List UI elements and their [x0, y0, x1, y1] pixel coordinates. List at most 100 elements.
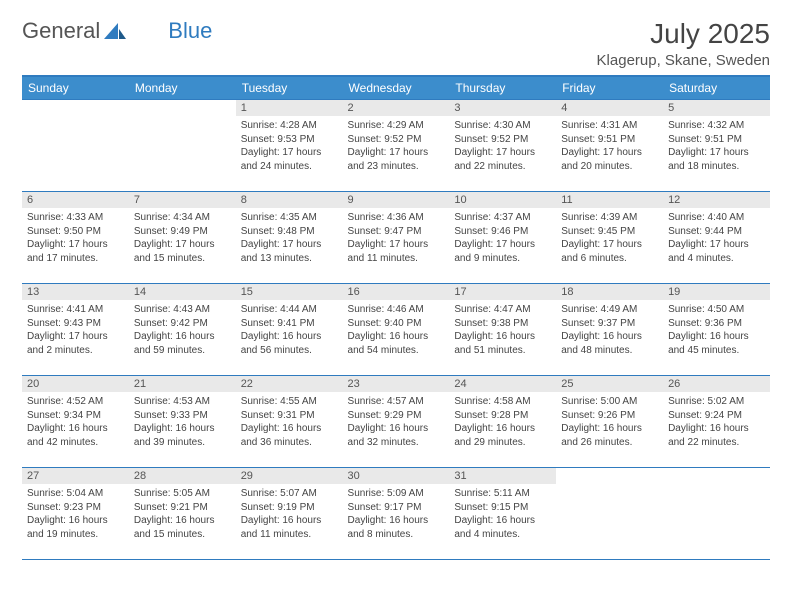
day-details: Sunrise: 4:29 AMSunset: 9:52 PMDaylight:… — [343, 116, 450, 177]
day-number: 16 — [343, 284, 450, 300]
location: Klagerup, Skane, Sweden — [597, 52, 770, 69]
weekday-header: Friday — [556, 76, 663, 100]
day-number: 10 — [449, 192, 556, 208]
day-number: 20 — [22, 376, 129, 392]
day-number: 6 — [22, 192, 129, 208]
header: General Blue July 2025 Klagerup, Skane, … — [22, 18, 770, 69]
day-number: 18 — [556, 284, 663, 300]
calendar-day-cell — [556, 468, 663, 560]
weekday-header: Monday — [129, 76, 236, 100]
calendar-day-cell: 24Sunrise: 4:58 AMSunset: 9:28 PMDayligh… — [449, 376, 556, 468]
day-number: 26 — [663, 376, 770, 392]
day-number: 3 — [449, 100, 556, 116]
calendar-day-cell: 10Sunrise: 4:37 AMSunset: 9:46 PMDayligh… — [449, 192, 556, 284]
calendar-day-cell: 14Sunrise: 4:43 AMSunset: 9:42 PMDayligh… — [129, 284, 236, 376]
logo-text-1: General — [22, 18, 100, 44]
day-number: 5 — [663, 100, 770, 116]
day-details: Sunrise: 4:52 AMSunset: 9:34 PMDaylight:… — [22, 392, 129, 453]
day-details: Sunrise: 4:35 AMSunset: 9:48 PMDaylight:… — [236, 208, 343, 269]
day-details: Sunrise: 4:50 AMSunset: 9:36 PMDaylight:… — [663, 300, 770, 361]
day-number: 1 — [236, 100, 343, 116]
calendar-day-cell: 22Sunrise: 4:55 AMSunset: 9:31 PMDayligh… — [236, 376, 343, 468]
calendar-day-cell: 16Sunrise: 4:46 AMSunset: 9:40 PMDayligh… — [343, 284, 450, 376]
day-details: Sunrise: 5:07 AMSunset: 9:19 PMDaylight:… — [236, 484, 343, 545]
calendar-day-cell: 31Sunrise: 5:11 AMSunset: 9:15 PMDayligh… — [449, 468, 556, 560]
day-number: 30 — [343, 468, 450, 484]
day-number: 22 — [236, 376, 343, 392]
calendar-day-cell: 9Sunrise: 4:36 AMSunset: 9:47 PMDaylight… — [343, 192, 450, 284]
calendar-day-cell: 13Sunrise: 4:41 AMSunset: 9:43 PMDayligh… — [22, 284, 129, 376]
calendar-week-row: 27Sunrise: 5:04 AMSunset: 9:23 PMDayligh… — [22, 468, 770, 560]
calendar-day-cell: 28Sunrise: 5:05 AMSunset: 9:21 PMDayligh… — [129, 468, 236, 560]
logo-text-2: Blue — [168, 18, 212, 44]
day-number: 23 — [343, 376, 450, 392]
day-details: Sunrise: 4:30 AMSunset: 9:52 PMDaylight:… — [449, 116, 556, 177]
calendar-table: SundayMondayTuesdayWednesdayThursdayFrid… — [22, 75, 770, 560]
day-number: 8 — [236, 192, 343, 208]
calendar-day-cell: 4Sunrise: 4:31 AMSunset: 9:51 PMDaylight… — [556, 100, 663, 192]
day-number: 31 — [449, 468, 556, 484]
calendar-day-cell: 1Sunrise: 4:28 AMSunset: 9:53 PMDaylight… — [236, 100, 343, 192]
day-number: 19 — [663, 284, 770, 300]
day-details: Sunrise: 4:34 AMSunset: 9:49 PMDaylight:… — [129, 208, 236, 269]
day-details: Sunrise: 4:58 AMSunset: 9:28 PMDaylight:… — [449, 392, 556, 453]
weekday-header: Tuesday — [236, 76, 343, 100]
calendar-day-cell: 21Sunrise: 4:53 AMSunset: 9:33 PMDayligh… — [129, 376, 236, 468]
day-details: Sunrise: 4:33 AMSunset: 9:50 PMDaylight:… — [22, 208, 129, 269]
day-number: 9 — [343, 192, 450, 208]
day-number: 11 — [556, 192, 663, 208]
calendar-day-cell: 25Sunrise: 5:00 AMSunset: 9:26 PMDayligh… — [556, 376, 663, 468]
day-details: Sunrise: 4:39 AMSunset: 9:45 PMDaylight:… — [556, 208, 663, 269]
day-number: 12 — [663, 192, 770, 208]
calendar-week-row: 20Sunrise: 4:52 AMSunset: 9:34 PMDayligh… — [22, 376, 770, 468]
day-details: Sunrise: 5:00 AMSunset: 9:26 PMDaylight:… — [556, 392, 663, 453]
weekday-header: Thursday — [449, 76, 556, 100]
calendar-day-cell: 12Sunrise: 4:40 AMSunset: 9:44 PMDayligh… — [663, 192, 770, 284]
calendar-day-cell: 11Sunrise: 4:39 AMSunset: 9:45 PMDayligh… — [556, 192, 663, 284]
calendar-day-cell: 26Sunrise: 5:02 AMSunset: 9:24 PMDayligh… — [663, 376, 770, 468]
day-details: Sunrise: 5:11 AMSunset: 9:15 PMDaylight:… — [449, 484, 556, 545]
calendar-day-cell: 27Sunrise: 5:04 AMSunset: 9:23 PMDayligh… — [22, 468, 129, 560]
page-title: July 2025 — [597, 18, 770, 50]
day-number: 13 — [22, 284, 129, 300]
day-number: 4 — [556, 100, 663, 116]
day-details: Sunrise: 4:46 AMSunset: 9:40 PMDaylight:… — [343, 300, 450, 361]
calendar-day-cell: 23Sunrise: 4:57 AMSunset: 9:29 PMDayligh… — [343, 376, 450, 468]
logo: General Blue — [22, 18, 212, 44]
day-number: 28 — [129, 468, 236, 484]
calendar-day-cell: 19Sunrise: 4:50 AMSunset: 9:36 PMDayligh… — [663, 284, 770, 376]
day-number: 17 — [449, 284, 556, 300]
calendar-week-row: 6Sunrise: 4:33 AMSunset: 9:50 PMDaylight… — [22, 192, 770, 284]
calendar-day-cell: 29Sunrise: 5:07 AMSunset: 9:19 PMDayligh… — [236, 468, 343, 560]
day-details: Sunrise: 5:04 AMSunset: 9:23 PMDaylight:… — [22, 484, 129, 545]
day-details: Sunrise: 4:41 AMSunset: 9:43 PMDaylight:… — [22, 300, 129, 361]
calendar-day-cell — [129, 100, 236, 192]
calendar-day-cell: 3Sunrise: 4:30 AMSunset: 9:52 PMDaylight… — [449, 100, 556, 192]
day-details: Sunrise: 4:47 AMSunset: 9:38 PMDaylight:… — [449, 300, 556, 361]
day-details: Sunrise: 4:44 AMSunset: 9:41 PMDaylight:… — [236, 300, 343, 361]
calendar-day-cell: 18Sunrise: 4:49 AMSunset: 9:37 PMDayligh… — [556, 284, 663, 376]
day-details: Sunrise: 4:53 AMSunset: 9:33 PMDaylight:… — [129, 392, 236, 453]
day-details: Sunrise: 5:09 AMSunset: 9:17 PMDaylight:… — [343, 484, 450, 545]
day-details: Sunrise: 4:37 AMSunset: 9:46 PMDaylight:… — [449, 208, 556, 269]
day-details: Sunrise: 4:40 AMSunset: 9:44 PMDaylight:… — [663, 208, 770, 269]
day-details: Sunrise: 4:49 AMSunset: 9:37 PMDaylight:… — [556, 300, 663, 361]
day-details: Sunrise: 4:57 AMSunset: 9:29 PMDaylight:… — [343, 392, 450, 453]
day-number: 21 — [129, 376, 236, 392]
calendar-day-cell: 30Sunrise: 5:09 AMSunset: 9:17 PMDayligh… — [343, 468, 450, 560]
calendar-day-cell: 6Sunrise: 4:33 AMSunset: 9:50 PMDaylight… — [22, 192, 129, 284]
day-details: Sunrise: 4:43 AMSunset: 9:42 PMDaylight:… — [129, 300, 236, 361]
calendar-day-cell: 8Sunrise: 4:35 AMSunset: 9:48 PMDaylight… — [236, 192, 343, 284]
calendar-day-cell: 2Sunrise: 4:29 AMSunset: 9:52 PMDaylight… — [343, 100, 450, 192]
calendar-day-cell: 20Sunrise: 4:52 AMSunset: 9:34 PMDayligh… — [22, 376, 129, 468]
calendar-week-row: 1Sunrise: 4:28 AMSunset: 9:53 PMDaylight… — [22, 100, 770, 192]
calendar-week-row: 13Sunrise: 4:41 AMSunset: 9:43 PMDayligh… — [22, 284, 770, 376]
weekday-header-row: SundayMondayTuesdayWednesdayThursdayFrid… — [22, 76, 770, 100]
day-details: Sunrise: 4:31 AMSunset: 9:51 PMDaylight:… — [556, 116, 663, 177]
weekday-header: Sunday — [22, 76, 129, 100]
day-number: 27 — [22, 468, 129, 484]
day-number: 7 — [129, 192, 236, 208]
weekday-header: Wednesday — [343, 76, 450, 100]
calendar-day-cell — [663, 468, 770, 560]
calendar-day-cell: 17Sunrise: 4:47 AMSunset: 9:38 PMDayligh… — [449, 284, 556, 376]
